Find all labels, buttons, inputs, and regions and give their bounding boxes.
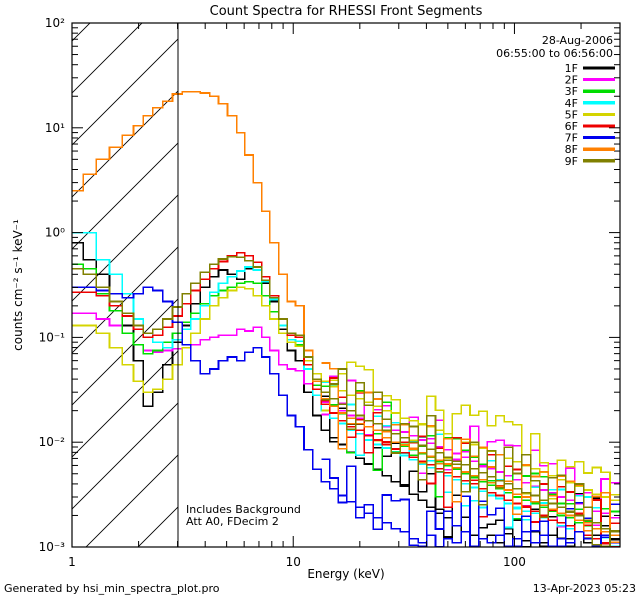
series-line-7f	[72, 286, 620, 547]
generator-credit: Generated by hsi_min_spectra_plot.pro	[4, 582, 220, 595]
y-tick-label: 10⁰	[45, 226, 65, 240]
y-tick-label: 10¹	[45, 121, 65, 135]
y-tick-label: 10²	[45, 16, 65, 30]
y-axis-label: counts cm⁻² s⁻¹ keV⁻¹	[11, 219, 25, 351]
y-tick-label: 10⁻²	[39, 435, 66, 449]
x-axis-tick-labels: 1 10 100	[68, 555, 526, 569]
plot-frame	[71, 22, 621, 548]
series-noise-9f	[321, 368, 620, 547]
attenuator-note: Att A0, FDecim 2	[186, 515, 279, 528]
x-tick-label: 100	[503, 555, 526, 569]
legend-label-4f: 4F	[565, 97, 578, 110]
x-tick-label: 10	[286, 555, 301, 569]
legend-label-2f: 2F	[565, 74, 578, 87]
legend-label-1f: 1F	[565, 62, 578, 75]
legend-label-5f: 5F	[565, 108, 578, 121]
y-tick-label: 10⁻¹	[39, 330, 66, 344]
observation-time-range: 06:55:00 to 06:56:00	[496, 47, 613, 60]
spectra-series-group	[72, 91, 620, 547]
legend-label-3f: 3F	[565, 85, 578, 98]
background-note: Includes Background	[186, 503, 301, 516]
y-axis-tick-labels: 10⁻³ 10⁻² 10⁻¹ 10⁰ 10¹ 10²	[39, 16, 66, 554]
x-tick-label: 1	[68, 555, 76, 569]
render-timestamp: 13-Apr-2023 05:23	[533, 582, 636, 595]
legend-label-7f: 7F	[565, 132, 578, 145]
series-noise-7f	[321, 458, 620, 547]
legend-label-6f: 6F	[565, 120, 578, 133]
y-tick-label: 10⁻³	[39, 540, 66, 554]
page-title: Count Spectra for RHESSI Front Segments	[210, 4, 483, 19]
legend-label-8f: 8F	[565, 143, 578, 156]
x-axis-label: Energy (keV)	[307, 567, 384, 581]
observation-date: 28-Aug-2006	[542, 34, 613, 47]
series-noise-5f	[321, 361, 620, 500]
legend-label-9f: 9F	[565, 155, 578, 168]
